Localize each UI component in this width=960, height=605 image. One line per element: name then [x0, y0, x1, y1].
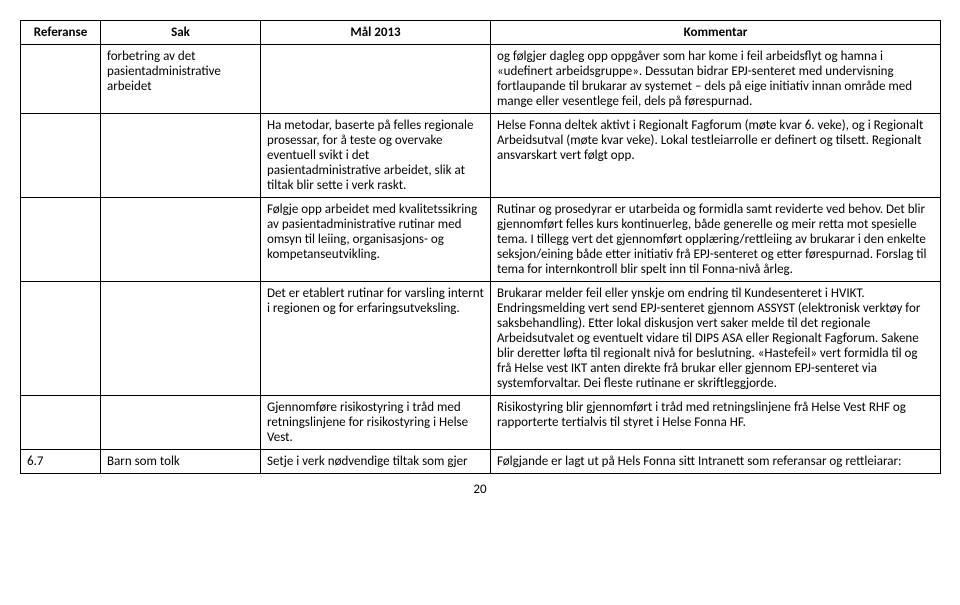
cell-ref — [21, 198, 101, 282]
cell-kom: Brukarar melder feil eller ynskje om end… — [491, 282, 941, 396]
cell-mal: Gjennomføre risikostyring i tråd med ret… — [261, 396, 491, 450]
cell-kom: Rutinar og prosedyrar er utarbeida og fo… — [491, 198, 941, 282]
cell-sak — [101, 282, 261, 396]
cell-kom: og følgjer dagleg opp oppgåver som har k… — [491, 45, 941, 114]
cell-mal: Følgje opp arbeidet med kvalitetssikring… — [261, 198, 491, 282]
cell-sak: Barn som tolk — [101, 450, 261, 474]
header-sak: Sak — [101, 21, 261, 45]
cell-ref — [21, 114, 101, 198]
cell-ref — [21, 396, 101, 450]
page-number: 20 — [20, 482, 940, 497]
cell-sak — [101, 396, 261, 450]
cell-sak — [101, 114, 261, 198]
cell-ref — [21, 282, 101, 396]
table-row: Gjennomføre risikostyring i tråd med ret… — [21, 396, 941, 450]
cell-kom: Helse Fonna deltek aktivt i Regionalt Fa… — [491, 114, 941, 198]
cell-mal — [261, 45, 491, 114]
cell-mal: Ha metodar, baserte på felles regionale … — [261, 114, 491, 198]
cell-kom: Følgjande er lagt ut på Hels Fonna sitt … — [491, 450, 941, 474]
table-row: 6.7 Barn som tolk Setje i verk nødvendig… — [21, 450, 941, 474]
cell-kom: Risikostyring blir gjennomført i tråd me… — [491, 396, 941, 450]
cell-sak — [101, 198, 261, 282]
cell-mal: Det er etablert rutinar for varsling int… — [261, 282, 491, 396]
table-row: Det er etablert rutinar for varsling int… — [21, 282, 941, 396]
table-row: forbetring av det pasientadministrative … — [21, 45, 941, 114]
header-mal: Mål 2013 — [261, 21, 491, 45]
cell-sak: forbetring av det pasientadministrative … — [101, 45, 261, 114]
cell-mal: Setje i verk nødvendige tiltak som gjer — [261, 450, 491, 474]
header-ref: Referanse — [21, 21, 101, 45]
header-row: Referanse Sak Mål 2013 Kommentar — [21, 21, 941, 45]
document-table: Referanse Sak Mål 2013 Kommentar forbetr… — [20, 20, 941, 474]
header-kom: Kommentar — [491, 21, 941, 45]
table-row: Følgje opp arbeidet med kvalitetssikring… — [21, 198, 941, 282]
cell-ref — [21, 45, 101, 114]
table-row: Ha metodar, baserte på felles regionale … — [21, 114, 941, 198]
cell-ref: 6.7 — [21, 450, 101, 474]
